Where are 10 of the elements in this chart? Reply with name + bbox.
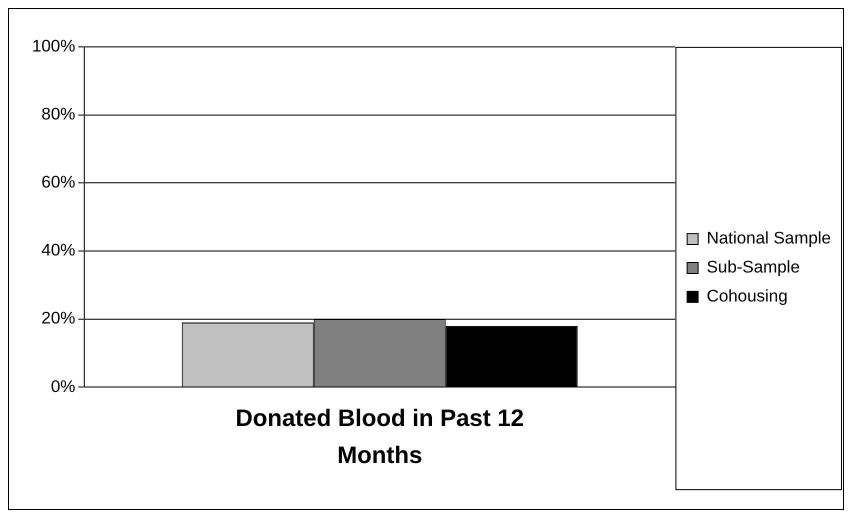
y-tick-label: 40% (41, 240, 76, 260)
y-tick-label: 100% (32, 36, 76, 56)
legend-label: Sub-Sample (706, 258, 800, 277)
y-tick-label: 60% (41, 172, 76, 192)
x-tick-label: Donated Blood in Past 12 Months (235, 405, 524, 470)
y-tick-label: 80% (41, 104, 76, 124)
y-tick-label: 0% (50, 376, 76, 396)
legend-label: Cohousing (706, 286, 788, 306)
legend-label: National Sample (706, 228, 831, 248)
y-tick-label: 20% (41, 308, 76, 328)
